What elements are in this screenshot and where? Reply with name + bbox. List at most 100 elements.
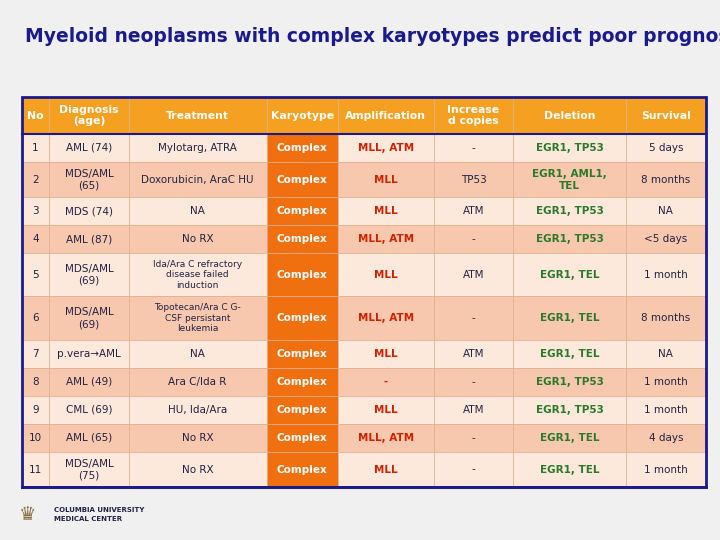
- Text: Complex: Complex: [276, 270, 328, 280]
- Bar: [129, 134, 266, 162]
- Bar: [129, 225, 266, 253]
- Text: NA: NA: [190, 349, 205, 359]
- Bar: [266, 162, 338, 197]
- Bar: [22, 340, 49, 368]
- Text: -: -: [472, 433, 475, 443]
- Bar: [626, 396, 706, 424]
- Text: EGR1, TEL: EGR1, TEL: [540, 270, 600, 280]
- Text: Ara C/Ida R: Ara C/Ida R: [168, 377, 227, 387]
- Text: Diagnosis
(age): Diagnosis (age): [59, 105, 119, 126]
- Bar: [626, 452, 706, 487]
- Text: Complex: Complex: [276, 464, 328, 475]
- Bar: [129, 197, 266, 225]
- Bar: [434, 296, 513, 340]
- Text: AML (74): AML (74): [66, 143, 112, 153]
- Text: -: -: [472, 313, 475, 323]
- Text: Topotecan/Ara C G-
CSF persistant
leukemia: Topotecan/Ara C G- CSF persistant leukem…: [154, 303, 241, 333]
- Bar: [266, 452, 338, 487]
- Bar: [266, 253, 338, 296]
- Bar: [338, 162, 434, 197]
- Bar: [338, 396, 434, 424]
- Text: Doxorubicin, AraC HU: Doxorubicin, AraC HU: [141, 174, 254, 185]
- Bar: [338, 368, 434, 396]
- Bar: [434, 225, 513, 253]
- Bar: [22, 296, 49, 340]
- Text: 1: 1: [32, 143, 39, 153]
- Bar: [129, 396, 266, 424]
- Bar: [434, 368, 513, 396]
- Bar: [434, 340, 513, 368]
- Text: 5 days: 5 days: [649, 143, 683, 153]
- Text: -: -: [472, 377, 475, 387]
- Text: MEDICAL CENTER: MEDICAL CENTER: [54, 516, 122, 523]
- Text: Complex: Complex: [276, 313, 328, 323]
- Bar: [49, 97, 129, 134]
- Text: -: -: [384, 377, 388, 387]
- Text: No: No: [27, 111, 44, 120]
- Text: ATM: ATM: [463, 206, 485, 216]
- Text: AML (65): AML (65): [66, 433, 112, 443]
- Text: HU, Ida/Ara: HU, Ida/Ara: [168, 405, 228, 415]
- Bar: [338, 225, 434, 253]
- Text: MLL, ATM: MLL, ATM: [358, 313, 414, 323]
- Bar: [266, 97, 338, 134]
- Text: MLL: MLL: [374, 174, 397, 185]
- Bar: [434, 253, 513, 296]
- Text: Complex: Complex: [276, 206, 328, 216]
- Bar: [513, 97, 626, 134]
- Bar: [626, 97, 706, 134]
- Text: ♛: ♛: [19, 504, 36, 524]
- Text: 1 month: 1 month: [644, 464, 688, 475]
- Bar: [434, 97, 513, 134]
- Text: ATM: ATM: [463, 349, 485, 359]
- Bar: [513, 197, 626, 225]
- Bar: [626, 134, 706, 162]
- Text: CML (69): CML (69): [66, 405, 112, 415]
- Bar: [129, 424, 266, 452]
- Text: Complex: Complex: [276, 234, 328, 244]
- Bar: [626, 225, 706, 253]
- Bar: [513, 424, 626, 452]
- Bar: [513, 340, 626, 368]
- Bar: [513, 396, 626, 424]
- Bar: [513, 253, 626, 296]
- Bar: [626, 253, 706, 296]
- Bar: [266, 134, 338, 162]
- Bar: [338, 134, 434, 162]
- Bar: [513, 452, 626, 487]
- Bar: [626, 162, 706, 197]
- Bar: [49, 253, 129, 296]
- Bar: [49, 225, 129, 253]
- Bar: [49, 197, 129, 225]
- Text: 5: 5: [32, 270, 39, 280]
- Text: 8: 8: [32, 377, 39, 387]
- Text: 11: 11: [29, 464, 42, 475]
- Bar: [22, 225, 49, 253]
- Bar: [22, 396, 49, 424]
- Text: MLL, ATM: MLL, ATM: [358, 143, 414, 153]
- Text: 6: 6: [32, 313, 39, 323]
- Bar: [49, 396, 129, 424]
- Text: MLL: MLL: [374, 405, 397, 415]
- Bar: [49, 452, 129, 487]
- Text: 1 month: 1 month: [644, 405, 688, 415]
- Text: MLL: MLL: [374, 349, 397, 359]
- Bar: [49, 424, 129, 452]
- Text: Treatment: Treatment: [166, 111, 229, 120]
- Bar: [434, 162, 513, 197]
- Bar: [626, 424, 706, 452]
- Text: AML (49): AML (49): [66, 377, 112, 387]
- Bar: [129, 296, 266, 340]
- Bar: [49, 162, 129, 197]
- Bar: [338, 424, 434, 452]
- Text: Deletion: Deletion: [544, 111, 595, 120]
- Text: Complex: Complex: [276, 349, 328, 359]
- Bar: [266, 225, 338, 253]
- Bar: [434, 424, 513, 452]
- Text: Complex: Complex: [276, 174, 328, 185]
- Bar: [266, 340, 338, 368]
- Bar: [22, 424, 49, 452]
- Bar: [129, 452, 266, 487]
- Bar: [266, 396, 338, 424]
- Text: MLL, ATM: MLL, ATM: [358, 433, 414, 443]
